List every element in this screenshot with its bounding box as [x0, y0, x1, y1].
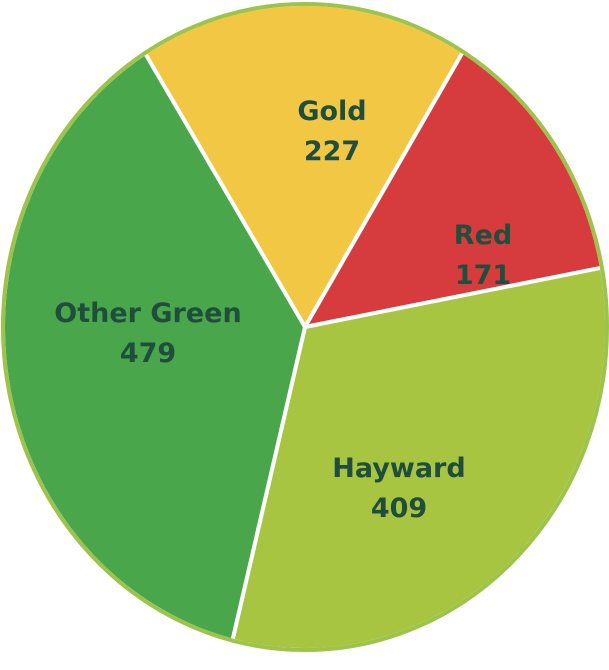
labels-layer: Gold 227 Red 171 Hayward 409 Other Green 479 [54, 96, 512, 524]
pie-border [1, 2, 609, 652]
slice-label-red: Red [454, 220, 512, 251]
slice-value-gold: 227 [304, 136, 360, 167]
slice-label-gold: Gold [297, 96, 366, 127]
slice-label-hayward: Hayward [332, 453, 465, 484]
slice-value-other-green: 479 [120, 338, 176, 369]
slice-value-red: 171 [455, 260, 511, 291]
slice-value-hayward: 409 [371, 493, 427, 524]
slices-layer [0, 2, 609, 652]
slice-label-other-green: Other Green [54, 298, 241, 329]
